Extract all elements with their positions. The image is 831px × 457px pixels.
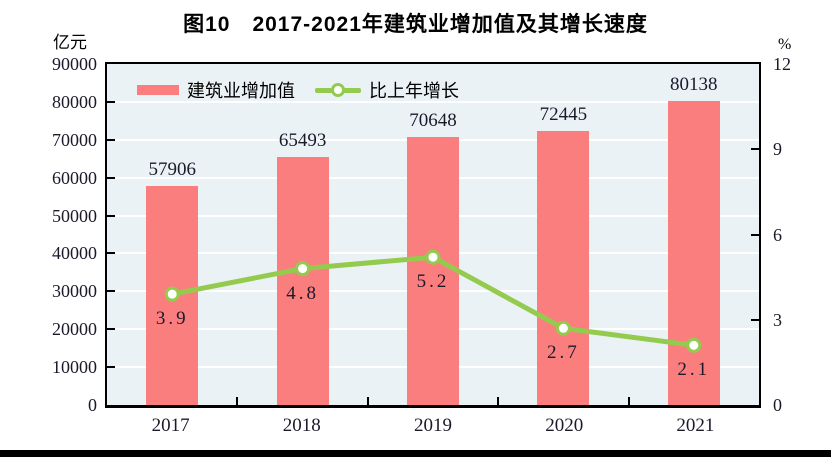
bar	[537, 130, 590, 405]
right-axis-unit-label: %	[778, 36, 792, 53]
plot-inner: 57906 65493 70648 72445 80138 3.9 4.8 5.2 2.7 2.1	[107, 64, 759, 405]
left-axis-unit-label: 亿元	[53, 33, 87, 52]
x-axis-label: 2020	[545, 415, 584, 436]
bar-value-label: 57906	[148, 158, 196, 180]
left-axis-label: 30000	[52, 281, 97, 302]
legend-bar-swatch-icon	[137, 85, 179, 95]
left-axis-label: 0	[88, 395, 97, 415]
line-point-marker-icon	[425, 249, 441, 265]
bar-value-label: 70648	[409, 110, 457, 132]
left-axis-label: 40000	[52, 243, 97, 264]
gridline	[107, 100, 759, 103]
line-value-label: 3.9	[155, 308, 189, 330]
left-axis-label: 50000	[52, 205, 97, 226]
bottom-tick	[236, 397, 239, 405]
right-tick	[751, 148, 759, 151]
chart-title: 图10 2017-2021年建筑业增加值及其增长速度	[183, 13, 648, 36]
bar-value-label: 65493	[278, 129, 327, 151]
bar	[667, 101, 720, 405]
right-axis-tick-labels: 0 3 6 9 12	[773, 0, 831, 457]
left-axis-label: 70000	[52, 129, 97, 150]
right-tick	[751, 233, 759, 236]
line-series	[164, 249, 702, 353]
right-axis-label: 12	[773, 54, 791, 74]
bar-value-label: 80138	[670, 74, 718, 96]
bottom-tick	[366, 397, 369, 405]
left-axis-label: 90000	[52, 54, 97, 74]
left-axis-label: 10000	[52, 357, 97, 378]
legend-line-label: 比上年增长	[369, 81, 459, 101]
right-tick	[751, 318, 759, 321]
line-value-label: 2.7	[547, 342, 580, 364]
legend-line-marker-icon	[315, 83, 361, 97]
right-axis-label: 3	[773, 309, 782, 330]
left-axis-label: 20000	[52, 319, 97, 340]
left-tick	[107, 366, 115, 369]
right-axis-label: 0	[773, 395, 782, 415]
x-axis-label: 2018	[282, 415, 321, 436]
bottom-tick	[497, 397, 500, 405]
left-axis-tick-labels: 0 10000 20000 30000 40000 50000 60000 70000 8000…	[0, 0, 97, 457]
left-tick	[107, 138, 115, 141]
legend-bar-label: 建筑业增加值	[187, 81, 295, 101]
legend: 建筑业增加值 比上年增长	[137, 77, 471, 103]
bottom-page-rule	[0, 450, 831, 457]
right-axis-label: 9	[773, 139, 782, 160]
line-point-marker-icon	[164, 286, 180, 302]
x-axis-label: 2019	[414, 415, 452, 436]
bottom-tick	[627, 397, 630, 405]
bar	[407, 137, 459, 405]
x-axis-label: 2021	[676, 415, 715, 436]
left-tick	[107, 252, 115, 255]
x-axis-label: 2017	[151, 415, 190, 436]
left-tick	[107, 176, 115, 179]
left-tick	[107, 214, 115, 217]
line-point-marker-icon	[555, 320, 571, 336]
left-tick	[107, 290, 115, 293]
legend-line-dot-icon	[331, 83, 345, 97]
bar	[276, 156, 329, 405]
plot-area: 57906 65493 70648 72445 80138 3.9 4.8 5.2 2.7 2.1…	[105, 62, 761, 408]
left-axis-label: 80000	[52, 91, 97, 112]
line-point-marker-icon	[295, 261, 311, 277]
left-tick	[107, 100, 115, 103]
bar-value-label: 72445	[539, 103, 588, 125]
right-axis-label: 6	[773, 224, 782, 245]
left-tick	[107, 328, 115, 331]
x-axis-labels: 2017 2018 2019 2020 2021	[105, 415, 761, 437]
left-axis-label: 60000	[52, 167, 97, 188]
line-value-label: 4.8	[286, 282, 319, 304]
line-point-marker-icon	[686, 337, 702, 353]
line-value-label: 2.1	[677, 359, 711, 381]
line-value-label: 5.2	[416, 271, 450, 293]
